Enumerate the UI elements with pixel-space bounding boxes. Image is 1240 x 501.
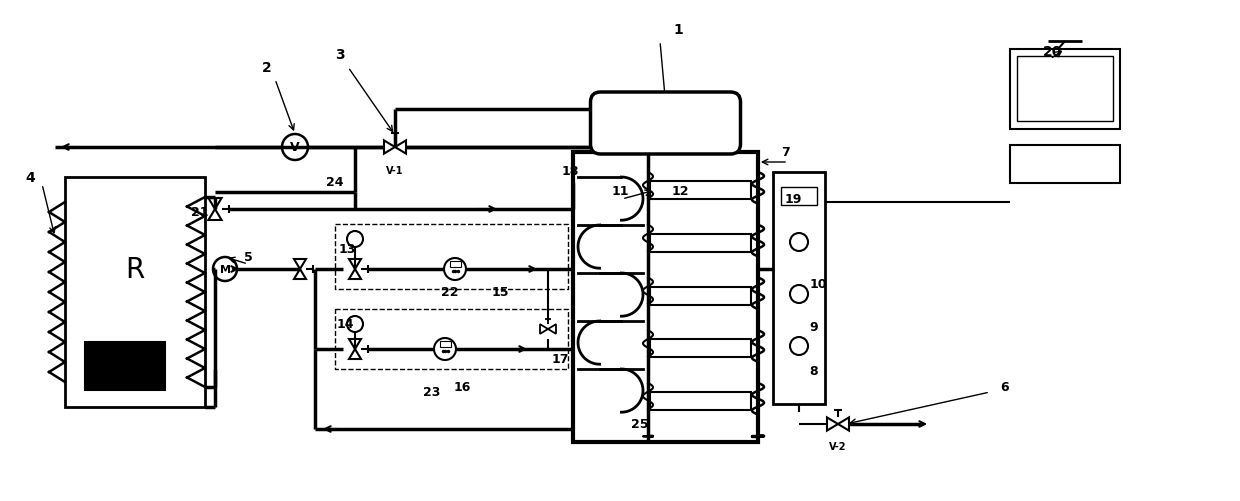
- Text: 21: 21: [191, 206, 208, 219]
- Text: 13: 13: [339, 243, 356, 256]
- Text: V: V: [290, 141, 300, 154]
- Text: 14: 14: [336, 318, 353, 331]
- Text: 1: 1: [673, 23, 683, 37]
- Text: 16: 16: [454, 381, 471, 394]
- Text: 19: 19: [785, 193, 802, 206]
- Bar: [650, 340, 751, 358]
- Text: 18: 18: [562, 165, 579, 178]
- Bar: [650, 392, 751, 410]
- Bar: [1011, 50, 1120, 130]
- Bar: [450, 262, 460, 268]
- Text: 4: 4: [25, 171, 35, 185]
- Bar: [650, 287, 751, 305]
- Text: 23: 23: [423, 386, 440, 399]
- Circle shape: [347, 231, 363, 247]
- Text: 10: 10: [810, 278, 827, 291]
- Text: 11: 11: [611, 185, 629, 198]
- Bar: [86, 342, 165, 390]
- Bar: [773, 173, 825, 404]
- Circle shape: [434, 338, 456, 360]
- Bar: [64, 178, 205, 407]
- Text: 3: 3: [335, 48, 345, 62]
- Text: 6: 6: [1001, 381, 1009, 394]
- Text: 24: 24: [326, 176, 343, 189]
- Bar: [781, 188, 817, 205]
- Bar: [650, 234, 751, 253]
- Text: 25: 25: [631, 418, 649, 431]
- Text: V-1: V-1: [386, 166, 404, 176]
- Text: 2: 2: [262, 61, 272, 75]
- Bar: [650, 182, 751, 200]
- Text: 20: 20: [1043, 45, 1063, 59]
- Bar: [439, 342, 450, 348]
- Text: V-2: V-2: [830, 441, 847, 451]
- Text: 9: 9: [810, 321, 818, 334]
- Bar: [1017, 57, 1114, 122]
- Text: 22: 22: [441, 286, 459, 299]
- Text: 8: 8: [810, 365, 818, 378]
- Bar: [573, 153, 758, 442]
- Text: M: M: [219, 265, 231, 275]
- Text: 5: 5: [243, 251, 253, 264]
- Text: R: R: [125, 256, 145, 284]
- Bar: [1011, 146, 1120, 184]
- Text: 12: 12: [671, 185, 688, 198]
- FancyBboxPatch shape: [590, 93, 740, 155]
- Text: 17: 17: [552, 353, 569, 366]
- Circle shape: [347, 316, 363, 332]
- Circle shape: [444, 259, 466, 281]
- Text: 7: 7: [781, 146, 790, 159]
- Text: 15: 15: [491, 286, 508, 299]
